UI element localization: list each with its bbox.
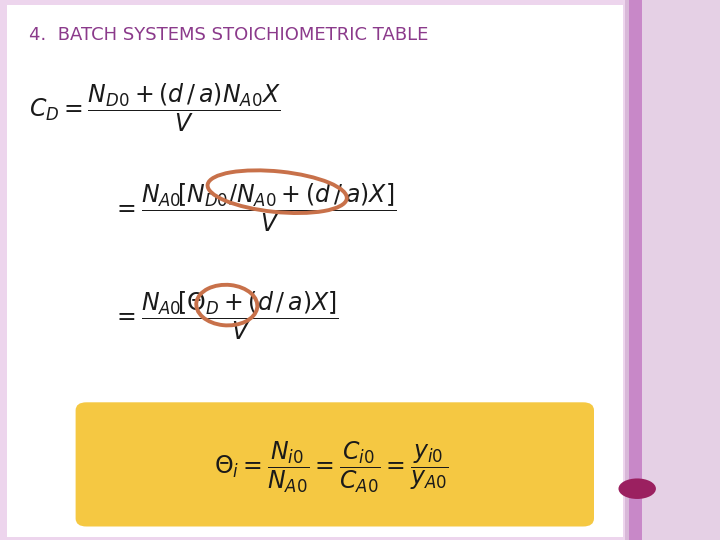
Text: $C_D = \dfrac{N_{D0} + \left(d\,/\,a\right)N_{A0}X}{V}$: $C_D = \dfrac{N_{D0} + \left(d\,/\,a\rig… — [29, 82, 281, 134]
Ellipse shape — [618, 478, 656, 499]
Bar — [629, 0, 642, 540]
Text: $\Theta_i = \dfrac{N_{i0}}{N_{A0}} = \dfrac{C_{i0}}{C_{A0}} = \dfrac{y_{i0}}{y_{: $\Theta_i = \dfrac{N_{i0}}{N_{A0}} = \df… — [214, 439, 449, 495]
Text: 4.  BATCH SYSTEMS STOICHIOMETRIC TABLE: 4. BATCH SYSTEMS STOICHIOMETRIC TABLE — [29, 26, 428, 44]
Text: $= \dfrac{N_{A0}\!\left[N_{D0}/N_{A0} + \left(d\,/\,a\right)X\right]}{V}$: $= \dfrac{N_{A0}\!\left[N_{D0}/N_{A0} + … — [112, 181, 396, 234]
Bar — [642, 0, 720, 540]
Text: $= \dfrac{N_{A0}\!\left[\Theta_D + \left(d\,/\,a\right)X\right]}{V}$: $= \dfrac{N_{A0}\!\left[\Theta_D + \left… — [112, 289, 338, 342]
Bar — [625, 0, 629, 540]
FancyBboxPatch shape — [7, 5, 623, 537]
FancyBboxPatch shape — [76, 402, 594, 526]
